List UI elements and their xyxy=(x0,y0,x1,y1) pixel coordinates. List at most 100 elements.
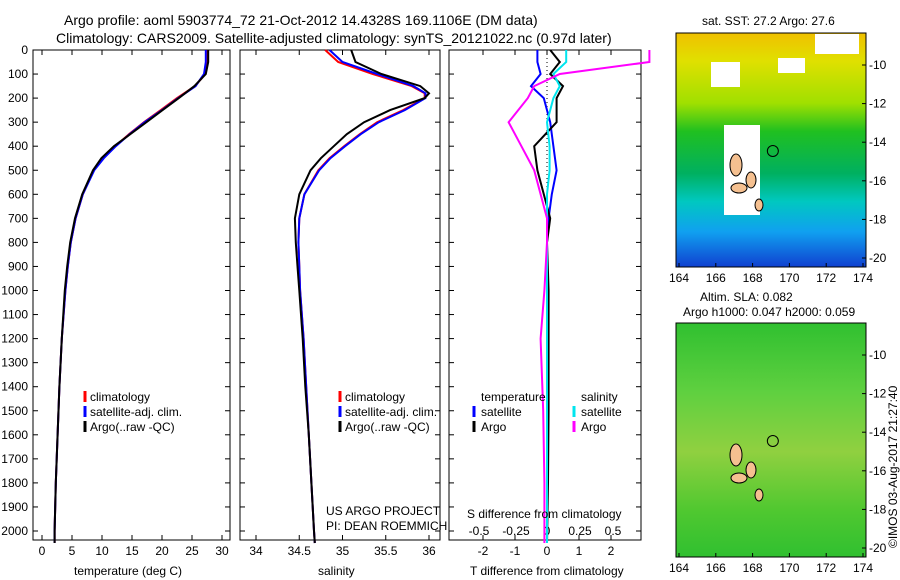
series-temperature-argo xyxy=(533,49,565,544)
x-tick-label: 2 xyxy=(608,544,615,558)
y-tick-label: 600 xyxy=(8,187,28,201)
map2-field xyxy=(675,322,867,558)
map-x-tick-label: 174 xyxy=(853,561,873,575)
y-tick-label: 1900 xyxy=(1,500,28,514)
x-tick-label: 20 xyxy=(155,544,169,558)
s-tick-label: -0.5 xyxy=(469,524,490,538)
temperature-xlabel: temperature (deg C) xyxy=(74,564,183,578)
y-tick-label: 1000 xyxy=(1,284,28,298)
map2-title1: Altim. SLA: 0.082 xyxy=(700,290,793,304)
map1-title: sat. SST: 27.2 Argo: 27.6 xyxy=(702,14,835,28)
x-tick-label: 10 xyxy=(95,544,109,558)
plot-frame-0 xyxy=(32,49,231,541)
island xyxy=(754,198,764,212)
y-tick-label: 200 xyxy=(8,91,28,105)
map-x-tick-label: 172 xyxy=(816,561,836,575)
diff-legend-t-argo: Argo xyxy=(481,420,507,434)
map-y-tick-label: -16 xyxy=(869,464,887,478)
diff-legend-temperature: temperature xyxy=(481,390,546,404)
map-y-tick-label: -20 xyxy=(869,251,887,265)
map1-field xyxy=(675,32,867,268)
map-y-tick-label: -16 xyxy=(869,174,887,188)
series-argo xyxy=(53,50,210,543)
x-tick-label: 5 xyxy=(69,544,76,558)
island xyxy=(729,153,743,177)
series-argo xyxy=(293,49,431,544)
y-tick-label: 300 xyxy=(8,115,28,129)
map2-title2: Argo h1000: 0.047 h2000: 0.059 xyxy=(683,305,856,319)
sdiff-xlabel: S difference from climatology xyxy=(467,507,622,521)
map-y-tick-label: -20 xyxy=(869,541,887,555)
y-tick-label: 700 xyxy=(8,211,28,225)
y-tick-label: 500 xyxy=(8,163,28,177)
map-y-tick-label: -10 xyxy=(869,58,887,72)
diff-legend-s-satellite: satellite xyxy=(581,405,622,419)
y-tick-label: 400 xyxy=(8,139,28,153)
map-y-tick-label: -18 xyxy=(869,502,887,516)
project-label: US ARGO PROJECT xyxy=(326,504,441,518)
map-x-tick-label: 172 xyxy=(816,271,836,285)
legend2-argo: Argo(..raw -QC) xyxy=(345,420,430,434)
y-tick-label: 1100 xyxy=(2,308,28,322)
island xyxy=(729,443,743,467)
x-tick-label: 15 xyxy=(125,544,139,558)
island xyxy=(745,461,757,479)
x-tick-label: 0 xyxy=(39,544,46,558)
x-tick-label: 34 xyxy=(249,544,263,558)
diff-legend-s-argo: Argo xyxy=(581,420,607,434)
island xyxy=(730,182,748,194)
x-tick-label: 0 xyxy=(544,544,551,558)
argo-position-marker xyxy=(766,435,779,447)
series-climatology xyxy=(53,50,209,543)
map-x-tick-label: 166 xyxy=(706,271,726,285)
map-y-tick-label: -10 xyxy=(869,348,887,362)
map-x-tick-label: 166 xyxy=(706,561,726,575)
legend-climatology: climatology xyxy=(90,390,151,404)
salinity-xlabel: salinity xyxy=(318,564,355,578)
y-tick-label: 1200 xyxy=(1,332,28,346)
map-x-tick-label: 164 xyxy=(669,561,689,575)
map-x-tick-label: 170 xyxy=(779,561,799,575)
s-tick-label: -0.25 xyxy=(502,524,530,538)
credit-label: ©IMOS 03-Aug-2017 21:27:40 xyxy=(886,385,900,548)
y-tick-label: 0 xyxy=(21,43,28,57)
x-tick-label: 35 xyxy=(336,544,350,558)
island xyxy=(730,472,748,484)
x-tick-label: 30 xyxy=(215,544,229,558)
x-tick-label: -2 xyxy=(478,544,489,558)
legend-argo: Argo(..raw -QC) xyxy=(90,420,175,434)
series-salinity-satellite xyxy=(545,50,568,543)
map-x-tick-label: 170 xyxy=(779,271,799,285)
x-tick-label: 34.5 xyxy=(288,544,312,558)
y-tick-label: 900 xyxy=(8,259,28,273)
diff-legend-t-satellite: satellite xyxy=(481,405,522,419)
y-tick-label: 1600 xyxy=(1,428,28,442)
map-y-tick-label: -14 xyxy=(869,425,887,439)
y-tick-label: 800 xyxy=(8,235,28,249)
map-x-tick-label: 168 xyxy=(743,271,763,285)
missing-data xyxy=(711,62,740,87)
series-salinity-argo xyxy=(507,50,651,543)
argo-position-marker xyxy=(766,145,779,157)
map-y-tick-label: -12 xyxy=(869,97,887,111)
y-tick-label: 1400 xyxy=(1,380,28,394)
diff-legend-salinity: salinity xyxy=(581,390,618,404)
plot-frame-1 xyxy=(239,49,441,541)
missing-data xyxy=(815,34,859,54)
missing-data xyxy=(778,58,805,73)
x-tick-label: 1 xyxy=(576,544,583,558)
x-tick-label: -1 xyxy=(510,544,521,558)
map-y-tick-label: -18 xyxy=(869,212,887,226)
y-tick-label: 1500 xyxy=(1,404,28,418)
figure-title: Argo profile: aoml 5903774_72 21-Oct-201… xyxy=(64,12,538,28)
legend-satellite: satellite-adj. clim. xyxy=(90,405,183,419)
map-x-tick-label: 168 xyxy=(743,561,763,575)
island xyxy=(745,171,757,189)
x-tick-label: 36 xyxy=(422,544,436,558)
y-tick-label: 100 xyxy=(8,67,28,81)
missing-data xyxy=(724,125,760,215)
y-tick-label: 1700 xyxy=(1,452,28,466)
island xyxy=(754,488,764,502)
